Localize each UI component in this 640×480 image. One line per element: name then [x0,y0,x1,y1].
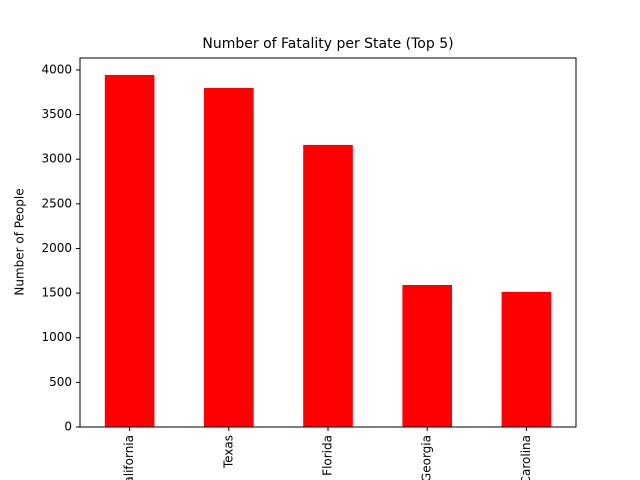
x-tick-label: California [122,435,136,480]
y-axis-label: Number of People [13,188,27,295]
y-tick-label: 1000 [41,330,72,344]
y-tick-label: 1500 [41,286,72,300]
y-tick-label: 2500 [41,196,72,210]
y-tick-label: 500 [49,375,72,389]
x-tick-label: Georgia [420,435,434,480]
x-tick-label: Florida [321,435,335,476]
x-tick-label: North Carolina [519,435,533,480]
y-tick-label: 3000 [41,152,72,166]
y-tick-label: 2000 [41,241,72,255]
bar [204,87,254,427]
axes-frame [79,57,577,428]
bar [402,284,452,427]
y-tick-label: 0 [64,420,72,434]
bar [303,144,353,428]
y-tick-label: 3500 [41,107,72,121]
bar [501,291,552,427]
bar [104,74,155,428]
chart-title: Number of Fatality per State (Top 5) [202,36,453,52]
y-tick-label: 4000 [41,62,72,76]
x-tick-label: Texas [221,435,235,469]
